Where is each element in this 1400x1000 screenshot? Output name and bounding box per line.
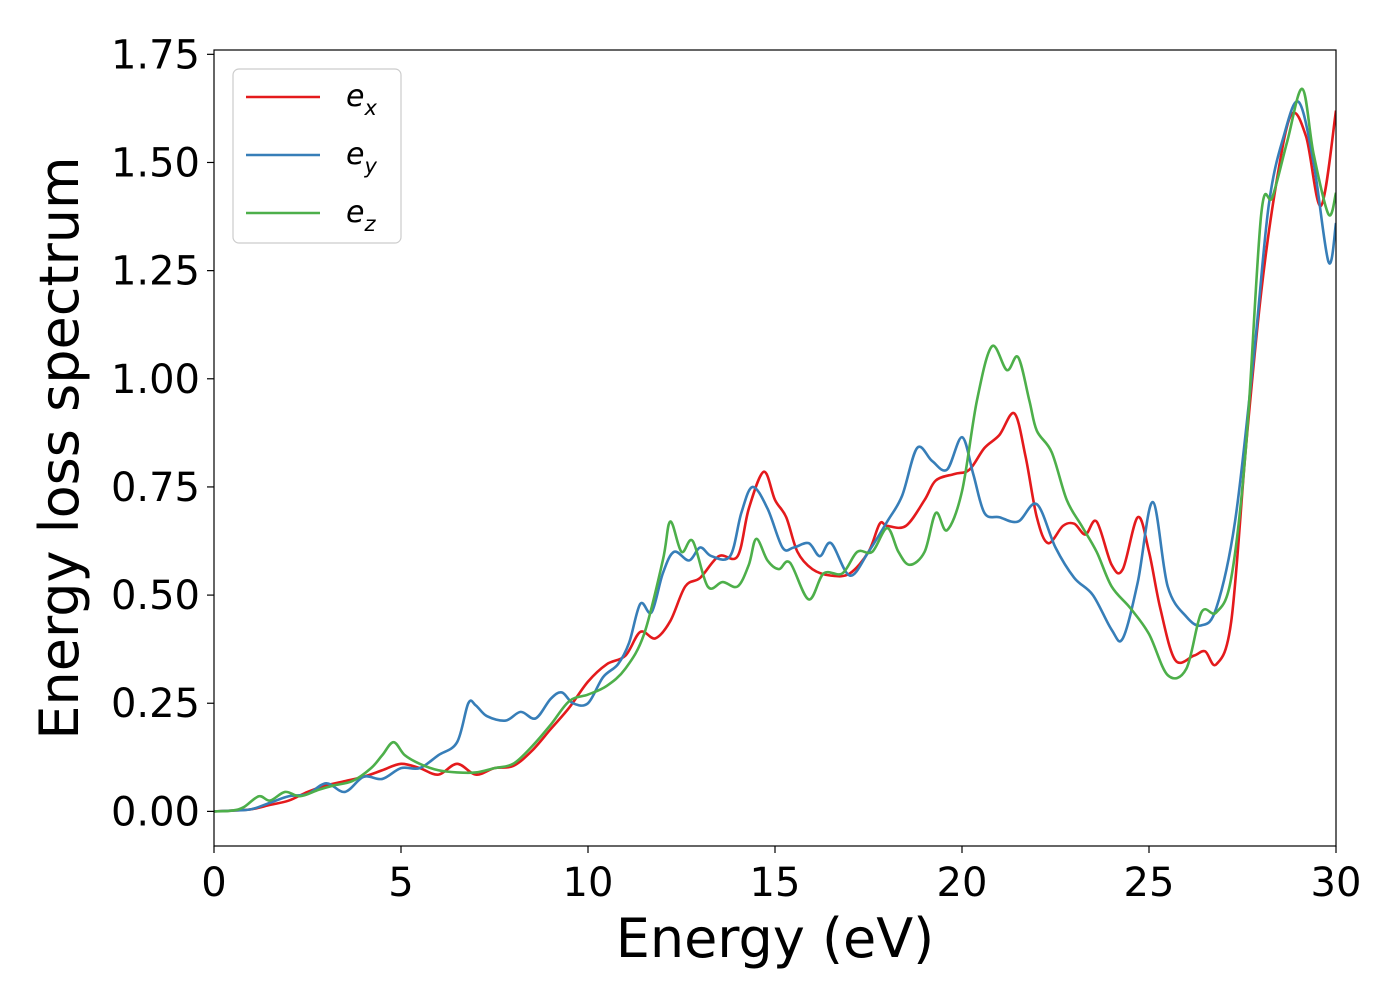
y-tick-label: 0.50: [111, 573, 200, 619]
series-layer: [214, 87, 1336, 813]
y-tick-label: 1.00: [111, 357, 200, 403]
y-tick-label: 0.75: [111, 465, 200, 511]
legend-label-z: ez: [346, 195, 376, 236]
y-tick-label: 1.75: [111, 32, 200, 78]
legend: ex ey ez: [232, 68, 402, 244]
x-tick-label: 5: [388, 860, 413, 906]
y-tick-label: 1.25: [111, 249, 200, 295]
x-axis-label: Energy (eV): [616, 907, 935, 970]
x-tick-label: 0: [201, 860, 226, 906]
legend-label-y: ey: [346, 137, 377, 178]
y-axis-label: Energy loss spectrum: [28, 156, 91, 739]
x-tick-label: 20: [937, 860, 988, 906]
y-axis-ticks: 0.00 0.25 0.50 0.75 1.00 1.25 1.50 1.75: [111, 32, 214, 835]
y-tick-label: 0.25: [111, 681, 200, 727]
x-tick-label: 30: [1311, 860, 1362, 906]
legend-label-x: ex: [346, 79, 377, 120]
x-tick-label: 10: [563, 860, 614, 906]
series-line-e-y: [214, 100, 1336, 813]
x-axis-ticks: 0 5 10 15 20 25 30: [201, 846, 1361, 906]
series-line-e-z: [214, 87, 1336, 813]
x-tick-label: 15: [750, 860, 801, 906]
x-tick-label: 25: [1124, 860, 1175, 906]
y-tick-label: 1.50: [111, 140, 200, 186]
y-tick-label: 0.00: [111, 789, 200, 835]
